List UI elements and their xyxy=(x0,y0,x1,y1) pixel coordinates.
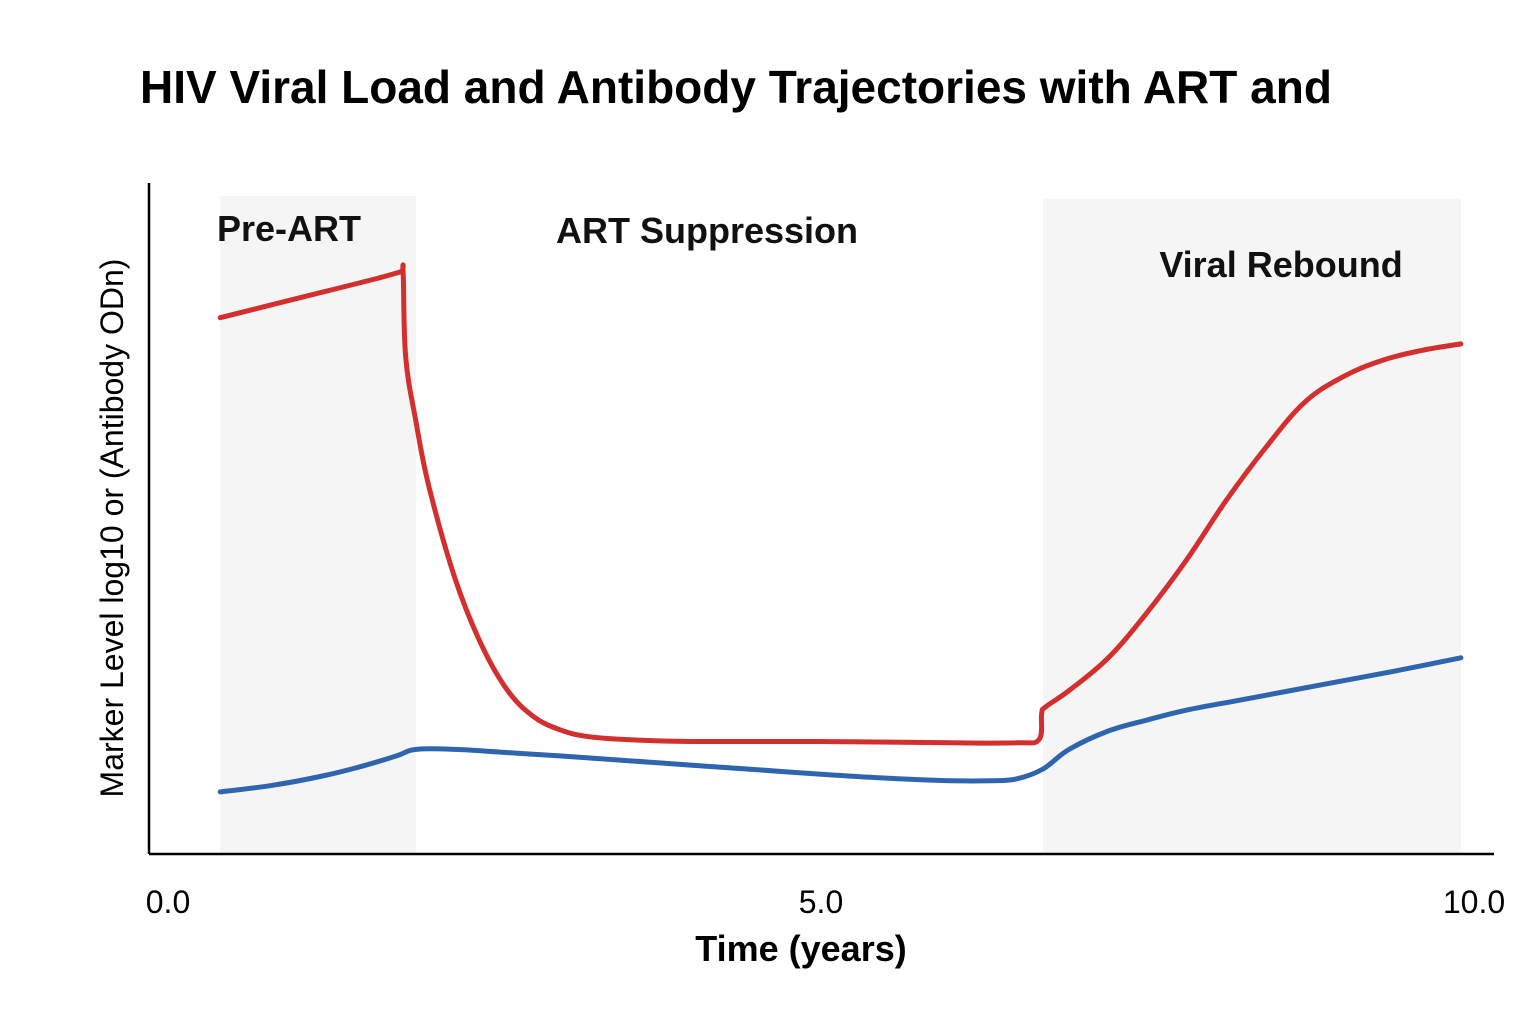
x-tick-label: 10.0 xyxy=(1443,884,1505,920)
phase-labels: Pre-ART ART Suppression Viral Rebound xyxy=(217,208,1403,285)
x-tick-labels: 0.0 5.0 10.0 xyxy=(146,884,1505,920)
x-tick-label: 0.0 xyxy=(146,884,190,920)
axes xyxy=(147,183,1494,856)
chart-title: HIV Viral Load and Antibody Trajectories… xyxy=(140,61,1332,113)
phase-label-art-suppression: ART Suppression xyxy=(556,210,858,251)
phase-label-viral-rebound: Viral Rebound xyxy=(1159,244,1402,285)
series-line-2 xyxy=(217,655,1464,795)
y-axis-label: Marker Level log10 or (Antibody ODn) xyxy=(94,259,130,798)
series-line-1 xyxy=(217,262,1464,746)
series-lines xyxy=(217,262,1464,795)
phase-band-viral-rebound xyxy=(1043,199,1461,854)
x-axis-label: Time (years) xyxy=(695,928,906,969)
phase-band-pre-art xyxy=(220,196,417,854)
phase-label-pre-art: Pre-ART xyxy=(217,208,361,249)
x-tick-label: 5.0 xyxy=(799,884,843,920)
phase-backgrounds xyxy=(220,196,1461,854)
